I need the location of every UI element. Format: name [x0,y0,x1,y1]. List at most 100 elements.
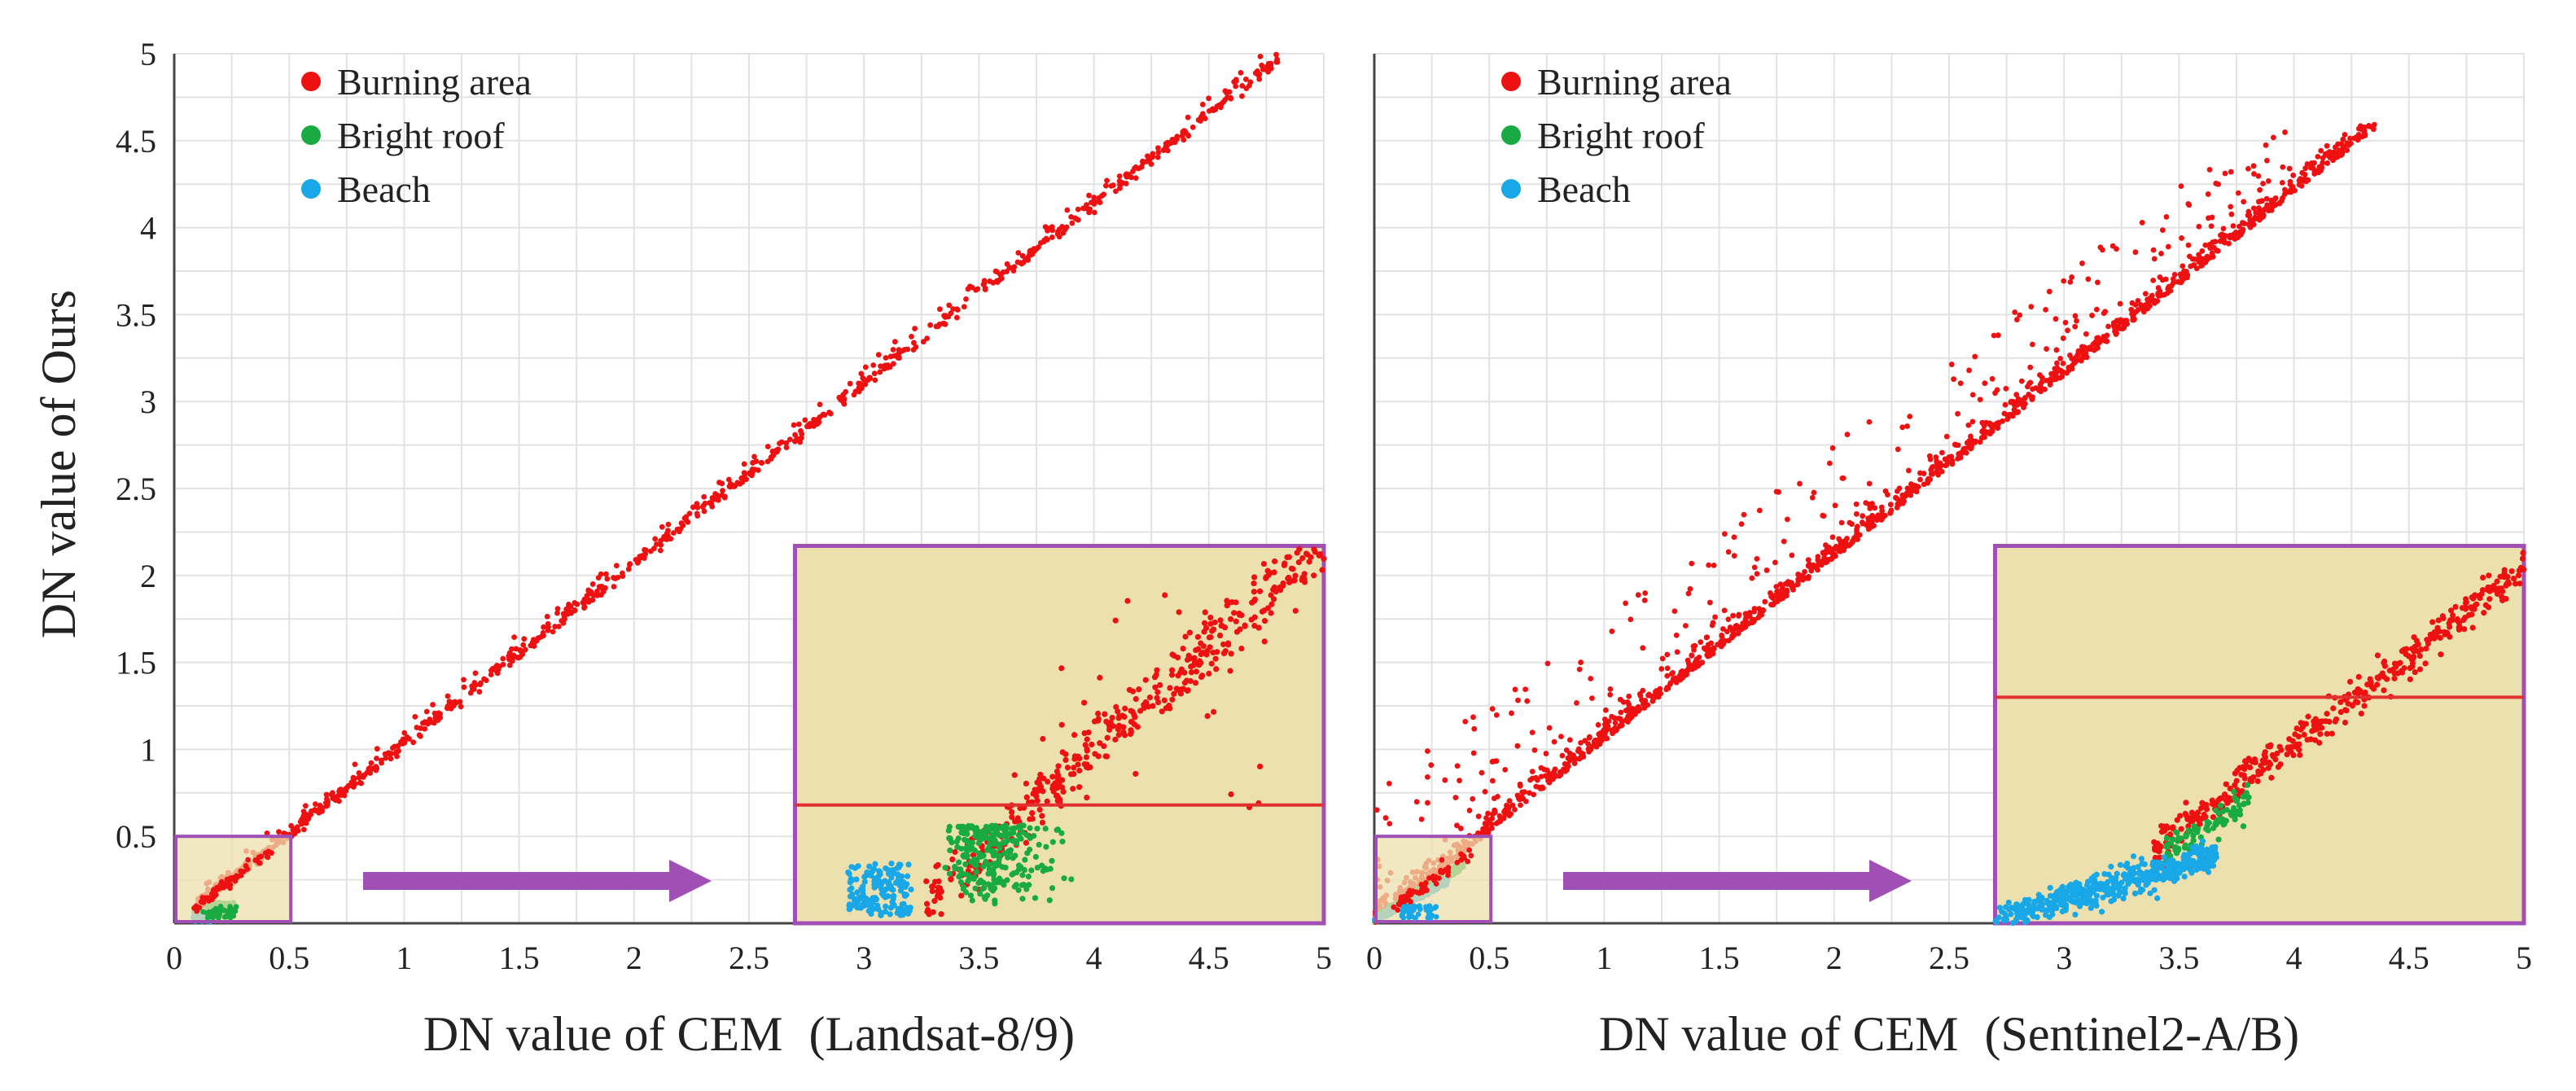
inset-roof-point [2172,847,2179,853]
burning-point [1756,507,1763,514]
inset-roof-point [971,826,978,833]
inset-burning-point [1049,773,1056,780]
burning-point [1199,101,1206,107]
inset-burning-point [2185,823,2192,830]
burning-point [1664,651,1671,658]
burning-point [613,563,620,569]
burning-point [1574,699,1579,706]
burning-point [1762,598,1768,605]
burning-point [1895,446,1901,453]
burning-point [1454,763,1461,769]
burning-point [702,500,708,506]
zoom-source-points [1391,847,1474,921]
burning-point [1086,192,1092,199]
burning-point [432,710,438,716]
zoom-arrow-head [669,860,712,902]
burning-point [1438,869,1444,875]
burning-point [2061,278,2067,284]
inset-beach-point [2117,861,2123,868]
burning-point [1509,710,1514,716]
burning-point [2053,370,2059,376]
burning-point [1518,802,1523,808]
inset-burning-point [2374,674,2381,681]
burning-point [1719,633,1725,640]
inset-burning-point [1089,741,1095,748]
burning-point [1996,419,2002,426]
inset-roof-point [980,863,987,870]
inset-burning-point [1280,580,1286,587]
inset-burning-point [2297,751,2303,758]
burning-point [194,908,200,914]
inset-beach-point [869,868,875,875]
inset-beach-point [2088,905,2094,911]
burning-point [1091,209,1097,216]
inset-burning-point [1311,546,1317,553]
burning-point [2150,247,2157,253]
inset-burning-point [930,909,936,915]
inset-burning-point [1206,634,1213,641]
burning-point [851,392,857,398]
burning-point [690,504,696,510]
inset-burning-point [1120,724,1127,730]
inset-burning-point [1214,649,1220,655]
burning-point [567,603,574,610]
burning-point [2132,302,2139,308]
burning-point [2332,144,2338,151]
burning-point [720,488,725,494]
inset-burning-point [2411,648,2417,655]
burning-point [477,680,484,686]
inset-burning-point [1161,697,1168,703]
inset-burning-point [2463,596,2469,602]
inset-beach-point [866,863,873,870]
inset-burning-point [1202,620,1208,626]
inset-roof-point [1040,868,1046,874]
burning-point [1413,799,1420,805]
inset-burning-point [2447,624,2453,630]
burning-point [2210,239,2216,245]
burning-point [665,521,672,528]
burning-point [1894,488,1900,494]
inset-burning-point [2255,771,2262,778]
inset-burning-point [2399,668,2405,674]
inset-roof-point [2240,793,2246,800]
inset-burning-point [2232,770,2239,777]
burning-point [1040,239,1047,245]
inset-roof-point [1023,886,1030,892]
burning-point [821,412,828,418]
inset-burning-point [2379,670,2385,677]
burning-point [980,281,987,287]
burning-point [1629,706,1636,712]
burning-point [589,581,596,587]
burning-point [1206,95,1211,102]
burning-point [750,460,756,466]
inset-beach-point [2198,844,2205,851]
burning-point [488,667,494,673]
inset-burning-point [1220,650,1228,657]
burning-point [748,469,755,475]
burning-point [2298,182,2305,189]
inset-burning-point [1288,565,1295,572]
x-tick-label: 0 [1366,940,1382,976]
x-tick-label: 4 [1086,940,1102,976]
inset-roof-point [1058,830,1065,836]
burning-point [920,339,927,345]
inset-beach-point [871,878,878,884]
inset-burning-point [1055,775,1062,782]
inset-burning-point [2381,687,2387,694]
y-tick-label: 1.5 [116,645,156,681]
inset-burning-point [1134,724,1141,730]
burning-point [358,780,365,786]
burning-point [572,600,578,606]
burning-point [1059,223,1065,230]
burning-point [911,340,917,346]
legend-label: Bright roof [337,115,505,156]
burning-point [1181,137,1187,143]
burning-point [2252,214,2258,221]
burning-point [1398,894,1404,900]
inset-burning-point [2249,758,2255,765]
burning-point [216,885,222,892]
burning-point [1863,500,1869,506]
inset-burning-point [2268,774,2275,781]
inset-burning-point [2154,843,2161,850]
